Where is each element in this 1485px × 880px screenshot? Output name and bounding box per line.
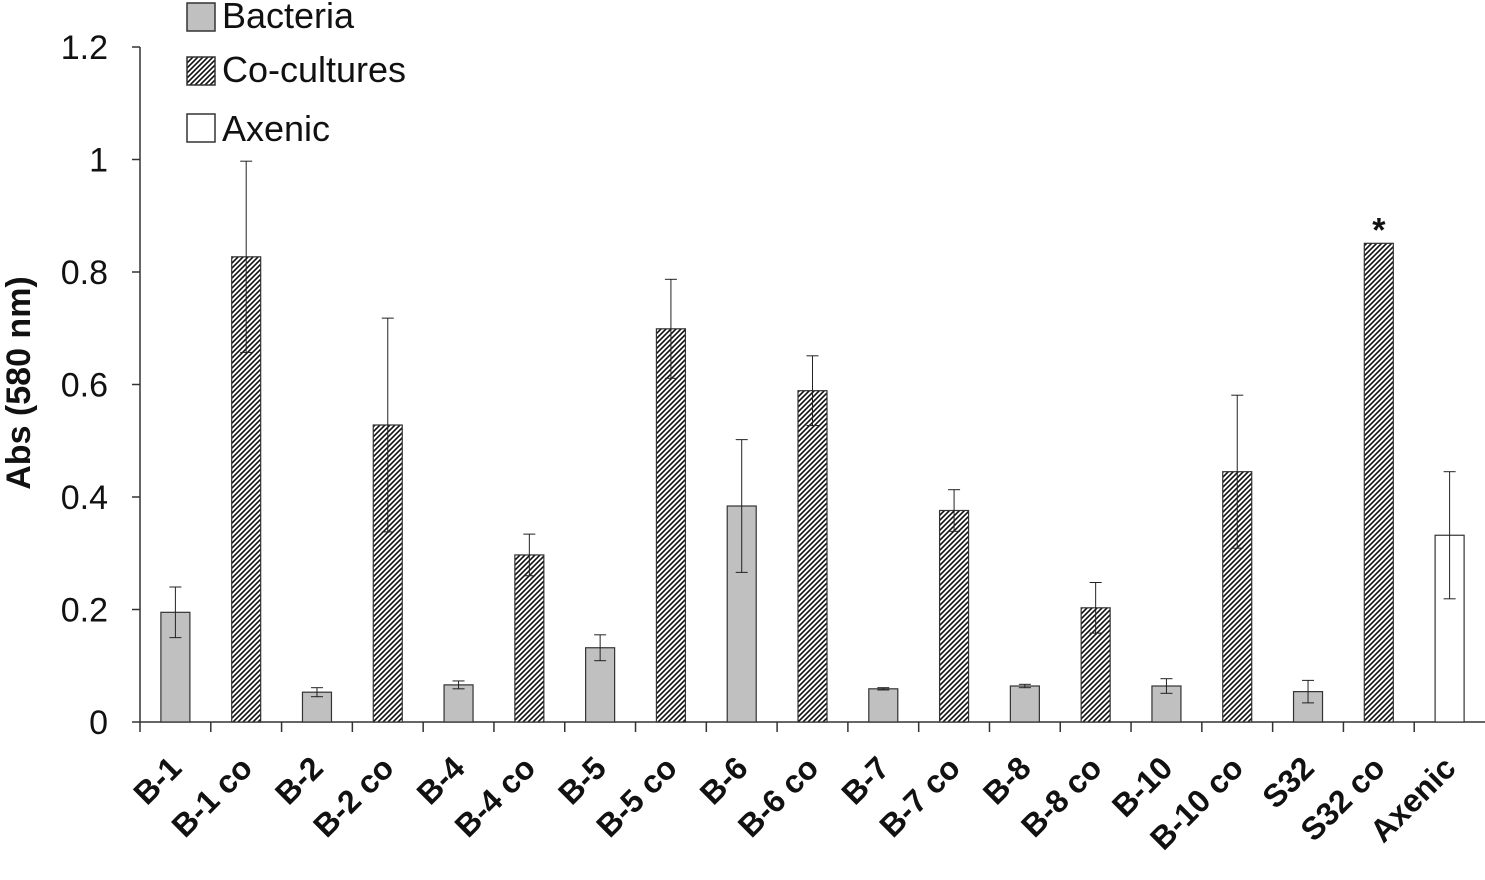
bar-b-7: [868, 688, 899, 723]
bar-b-8: [1009, 685, 1040, 723]
x-tick-label: B-6: [693, 749, 755, 811]
bars: [160, 242, 1465, 723]
x-tick-label: B-1: [126, 749, 188, 811]
x-tick-label: B-8 co: [1014, 749, 1109, 844]
legend-label-co-cultures: Co-cultures: [222, 49, 406, 90]
x-tick-label: B-5 co: [589, 749, 684, 844]
y-tick-label: 0.8: [61, 254, 108, 292]
legend-label-bacteria: Bacteria: [222, 0, 355, 36]
legend-swatch-axenic: [186, 113, 216, 143]
y-axis: 0 0.2 0.4 0.6 0.8 1 1.2: [61, 29, 141, 742]
x-axis: [139, 721, 1485, 732]
y-tick-label: 1: [89, 142, 108, 180]
y-tick-label: 0.2: [61, 592, 108, 630]
bar-s32-co: [1363, 242, 1394, 723]
legend-swatch-bacteria: [186, 2, 216, 32]
category-labels: B-1B-1 co B-2B-2 co B-4B-4 co B-5B-5 co B-6B…: [126, 749, 1462, 856]
x-tick-label: B-7: [834, 749, 896, 811]
legend-label-axenic: Axenic: [222, 108, 330, 149]
y-tick-label: 0.4: [61, 479, 108, 517]
x-tick-label: B-4 co: [448, 749, 543, 844]
error-bars: [169, 160, 1456, 704]
legend: Bacteria Co-cultures Axenic: [186, 0, 406, 149]
x-tick-label: B-2: [268, 749, 330, 811]
y-axis-title: Abs (580 nm): [0, 276, 38, 490]
x-tick-label: B-7 co: [872, 749, 967, 844]
bar-b-5-co: [655, 328, 687, 723]
legend-swatch-co-cultures: [186, 56, 216, 86]
y-tick-label: 0: [89, 704, 108, 742]
x-tick-label: B-2 co: [306, 749, 401, 844]
x-tick-label: B-4: [410, 749, 472, 811]
x-tick-label: B-5: [551, 749, 613, 811]
significance-asterisk: *: [1372, 211, 1386, 249]
bar-b-8-co: [1080, 607, 1111, 723]
bar-b-6-co: [797, 390, 828, 723]
bar-b-7-co: [938, 509, 970, 723]
y-tick-label: 0.6: [61, 367, 108, 405]
bar-b-4-co: [514, 554, 545, 723]
y-tick-label: 1.2: [61, 29, 108, 67]
x-tick-label: B-6 co: [731, 749, 826, 844]
bar-b-4: [443, 684, 474, 723]
x-tick-label: B-1 co: [165, 749, 260, 844]
x-tick-label: B-8: [976, 749, 1038, 811]
annotations: *: [1372, 211, 1386, 249]
